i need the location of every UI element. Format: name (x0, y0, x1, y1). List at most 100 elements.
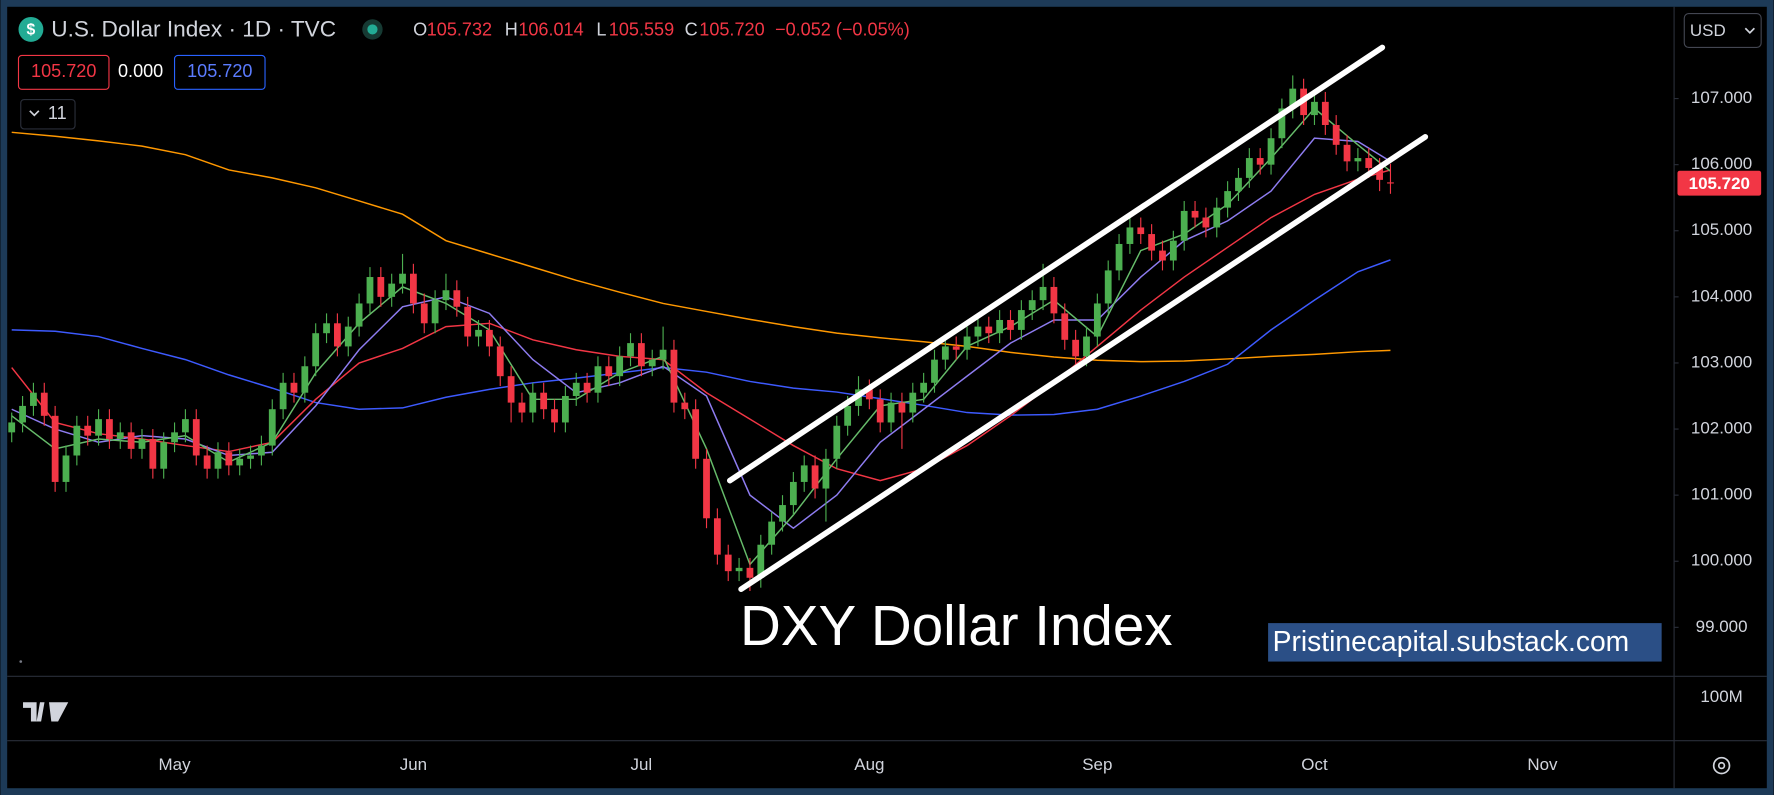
x-tick-label: Aug (854, 755, 884, 774)
candle-body (160, 442, 168, 469)
y-tick-label: 106.000 (1691, 154, 1752, 173)
candle-body (1365, 158, 1373, 168)
candle-body (1148, 234, 1156, 251)
moving-average-line (11, 131, 1391, 363)
volume-axis-label: 100M (1700, 687, 1742, 706)
candle-body (887, 402, 895, 423)
candle-body (1202, 217, 1210, 228)
chevron (29, 110, 40, 117)
last-price-tag (1677, 170, 1762, 196)
ohlc-value: 105.720 (699, 19, 764, 39)
price-change: −0.052 (−0.05%) (775, 19, 910, 39)
annotation-title: DXY Dollar Index (740, 594, 1173, 657)
candle-body (909, 392, 917, 413)
candle-body (1028, 300, 1036, 311)
candle-body (1007, 319, 1014, 330)
candle-body (616, 356, 624, 377)
candle-body (789, 481, 797, 506)
badge (173, 54, 266, 90)
candle-body (420, 303, 428, 324)
candle-body (822, 458, 830, 489)
candle-body (19, 405, 26, 423)
candle-body (182, 419, 189, 433)
candle-body (713, 518, 721, 555)
candle-body (1245, 158, 1253, 178)
candle-body (106, 419, 113, 439)
candle-body (1387, 182, 1394, 184)
candle-body (692, 409, 700, 459)
status-dot (367, 24, 378, 35)
candle-body (963, 336, 971, 350)
badge-text: 105.720 (187, 61, 252, 81)
candle-body (833, 425, 841, 459)
candle-body (551, 409, 558, 423)
dot (19, 660, 23, 663)
candle-body (258, 445, 265, 456)
settings-icon[interactable] (1712, 756, 1731, 775)
chevron (1744, 27, 1755, 34)
candle-body (1137, 227, 1145, 235)
badge (17, 54, 110, 90)
candle-body (583, 382, 591, 393)
ohlc-value: 106.014 (518, 19, 583, 39)
x-tick-label: Oct (1301, 755, 1328, 774)
candle-body (453, 290, 461, 307)
candle-body (996, 319, 1004, 334)
candle-body (746, 567, 754, 578)
candle-body (1256, 158, 1264, 165)
candle-body (757, 544, 765, 578)
candle-body (779, 505, 786, 522)
last-price-label: 105.720 (1689, 174, 1750, 193)
candle-body (703, 458, 710, 519)
candle-body (344, 326, 352, 347)
candle-body (518, 402, 526, 413)
candle-body (8, 422, 16, 433)
candle-body (51, 415, 59, 482)
candle-body (1332, 124, 1340, 145)
candle-body (1159, 250, 1166, 261)
candle-body (1235, 177, 1242, 192)
candle-body (475, 329, 482, 337)
candle-body (1224, 191, 1232, 208)
candle-body (561, 396, 569, 423)
channel-lower (738, 134, 1429, 593)
candle-body (1278, 108, 1286, 139)
candle-body (1321, 101, 1329, 125)
candle-body (898, 402, 906, 413)
candle-body (116, 432, 124, 439)
candle-body (844, 405, 852, 426)
candle-body (735, 567, 743, 572)
currency-label: USD (1690, 21, 1726, 40)
candle-body (73, 425, 81, 456)
candle-body (1104, 270, 1112, 304)
badge-text: 105.720 (31, 61, 96, 81)
candle-body (1039, 286, 1047, 301)
candle-body (974, 326, 982, 337)
channel-upper (726, 44, 1386, 484)
candle-body (464, 306, 472, 337)
x-tick-label: Sep (1082, 755, 1112, 774)
candle-body (670, 349, 678, 403)
candle-body (1050, 286, 1058, 314)
y-tick-label: 105.000 (1691, 220, 1752, 239)
candle-body (507, 376, 515, 403)
y-tick-label: 99.000 (1696, 617, 1748, 636)
candle-body (366, 277, 374, 304)
indicators-toggle[interactable] (20, 98, 76, 130)
candle-body (268, 409, 276, 446)
candle-body (192, 419, 200, 456)
candle-body (62, 455, 70, 482)
y-tick-label: 101.000 (1691, 485, 1752, 504)
candle-body (149, 438, 157, 469)
candle-body (768, 521, 776, 545)
x-tick-label: Jul (631, 755, 653, 774)
currency-dropdown[interactable] (1683, 13, 1762, 49)
candle-body (127, 432, 135, 449)
candle-body (225, 452, 233, 466)
candle-body (388, 283, 396, 297)
y-tick-label: 104.000 (1691, 286, 1752, 305)
candle-body (1061, 313, 1069, 340)
